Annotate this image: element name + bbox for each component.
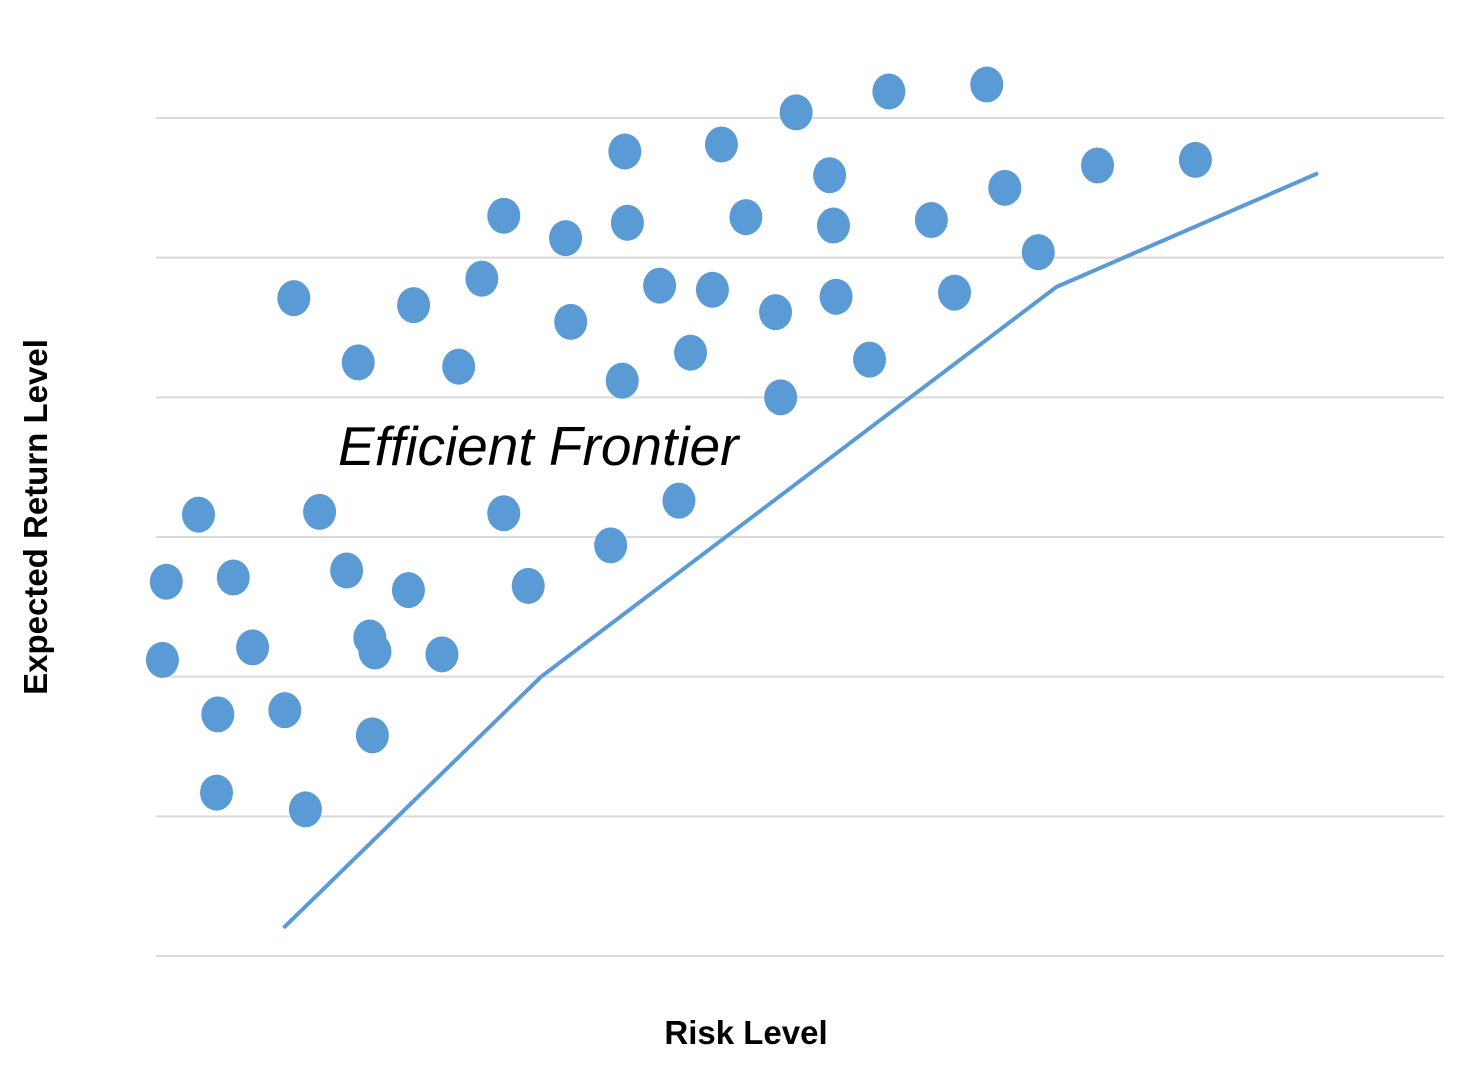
portfolio-point	[487, 197, 521, 234]
gridlines	[156, 117, 1444, 957]
portfolio-point	[695, 271, 729, 308]
portfolio-point	[914, 201, 948, 238]
portfolio-point	[554, 303, 588, 340]
portfolio-point	[764, 379, 798, 416]
portfolio-point	[1081, 147, 1115, 184]
frontier-polyline	[282, 171, 1319, 929]
portfolio-point	[465, 260, 499, 297]
efficient-frontier-line	[282, 171, 1319, 929]
portfolio-point	[288, 791, 322, 828]
x-axis-label: Risk Level	[664, 1014, 828, 1051]
portfolio-point	[425, 636, 459, 673]
y-axis-label: Expected Return Level	[17, 339, 54, 695]
portfolio-point	[330, 552, 364, 589]
portfolio-point	[759, 294, 793, 331]
portfolio-point	[391, 572, 425, 609]
portfolio-point	[145, 641, 179, 678]
portfolio-point	[201, 696, 235, 733]
portfolio-point	[1178, 141, 1212, 178]
portfolio-point	[149, 563, 183, 600]
portfolio-point	[819, 278, 853, 315]
portfolio-point	[355, 717, 389, 754]
portfolio-point	[853, 341, 887, 378]
portfolio-point	[816, 207, 850, 244]
portfolio-point	[358, 633, 392, 670]
portfolio-point	[487, 495, 521, 532]
portfolio-point	[605, 362, 639, 399]
portfolio-point	[988, 169, 1022, 206]
portfolio-point	[182, 496, 216, 533]
portfolio-point	[662, 482, 696, 519]
portfolio-point	[610, 204, 644, 241]
portfolio-point	[608, 133, 642, 170]
portfolio-point	[872, 73, 906, 110]
portfolio-point	[729, 199, 763, 236]
scatter-points	[145, 66, 1212, 828]
efficient-frontier-annotation: Efficient Frontier	[338, 415, 739, 477]
portfolio-point	[779, 94, 813, 131]
portfolio-point	[674, 334, 708, 371]
portfolio-point	[704, 126, 738, 163]
portfolio-point	[303, 493, 337, 530]
portfolio-point	[442, 348, 476, 385]
portfolio-point	[268, 692, 302, 729]
portfolio-point	[236, 629, 270, 666]
portfolio-point	[970, 66, 1004, 103]
portfolio-point	[1021, 234, 1055, 271]
portfolio-point	[511, 567, 545, 604]
portfolio-point	[341, 344, 375, 381]
portfolio-point	[200, 774, 234, 811]
portfolio-point	[216, 559, 250, 596]
portfolio-point	[813, 157, 847, 194]
portfolio-point	[594, 527, 628, 564]
portfolio-point	[277, 280, 311, 317]
portfolio-point	[938, 274, 972, 311]
portfolio-point	[397, 287, 431, 324]
portfolio-point	[549, 220, 583, 257]
portfolio-point	[643, 267, 677, 304]
